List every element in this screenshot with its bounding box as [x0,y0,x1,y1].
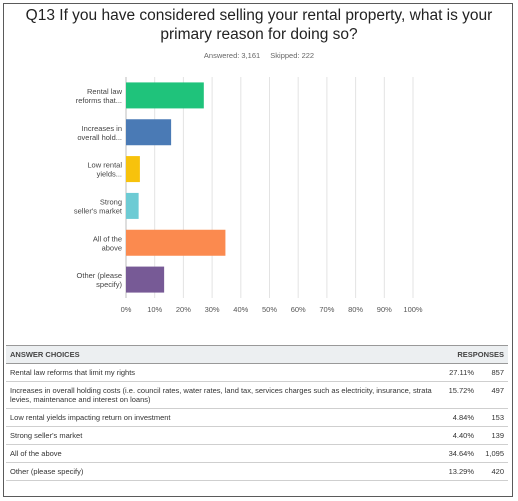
response-count: 420 [478,462,508,481]
x-tick-label: 20% [176,305,191,314]
response-percent: 27.11% [438,363,478,382]
bar [126,119,172,146]
response-stats: Answered: 3,161 Skipped: 222 [0,51,518,60]
response-count: 497 [478,381,508,409]
x-tick-label: 100% [403,305,423,314]
category-label: Strong seller's market [74,197,123,215]
x-tick-label: 60% [291,305,306,314]
response-count: 139 [478,426,508,445]
responses-table: ANSWER CHOICES RESPONSES Rental law refo… [6,345,508,481]
table-row: Rental law reforms that limit my rights 2… [6,363,508,382]
x-tick-label: 0% [121,305,132,314]
answer-choice-label: Rental law reforms that limit my rights [6,363,438,382]
response-count: 857 [478,363,508,382]
category-label: All of the above [93,234,122,252]
category-label: Increases in overall hold... [77,124,122,142]
response-count: 1,095 [478,444,508,463]
answer-choice-label: Other (please specify) [6,462,438,481]
x-tick-label: 90% [377,305,392,314]
bar [126,266,165,293]
response-percent: 4.40% [438,426,478,445]
response-percent: 13.29% [438,462,478,481]
table-row: All of the above 34.64% 1,095 [6,444,508,463]
bar [126,229,226,256]
bar-chart: 0% 10% 20% 30% 40% 50% 60% 70% 80% 90% 100% Rental … [74,77,423,314]
answered-count: Answered: 3,161 [203,51,261,60]
answer-choice-label: Strong seller's market [6,426,438,445]
responses-header: RESPONSES [438,345,508,364]
bar [126,156,140,183]
skipped-count: Skipped: 222 [270,51,315,60]
response-percent: 34.64% [438,444,478,463]
table-row: Increases in overall holding costs (i.e.… [6,381,508,409]
question-title: Q13 If you have considered selling your … [25,7,493,43]
x-tick-label: 40% [233,305,248,314]
bar [126,192,139,219]
x-tick-label: 80% [348,305,363,314]
answer-choices-header: ANSWER CHOICES [6,345,438,364]
table-row: Low rental yields impacting return on in… [6,408,508,427]
category-label: Other (please specify) [77,271,123,289]
x-tick-label: 70% [319,305,334,314]
bar [126,82,204,109]
answer-choice-label: All of the above [6,444,438,463]
category-label: Rental law reforms that... [76,87,123,105]
response-percent: 4.84% [438,408,478,427]
x-tick-label: 50% [262,305,277,314]
response-count: 153 [478,408,508,427]
table-row: Other (please specify) 13.29% 420 [6,462,508,481]
response-percent: 15.72% [438,381,478,409]
answer-choice-label: Low rental yields impacting return on in… [6,408,438,427]
x-tick-label: 30% [205,305,220,314]
table-header-row: ANSWER CHOICES RESPONSES [6,345,508,364]
answer-choice-label: Increases in overall holding costs (i.e.… [6,381,438,409]
table-row: Strong seller's market 4.40% 139 [6,426,508,445]
category-label: Low rental yields... [87,161,122,179]
x-tick-label: 10% [147,305,162,314]
